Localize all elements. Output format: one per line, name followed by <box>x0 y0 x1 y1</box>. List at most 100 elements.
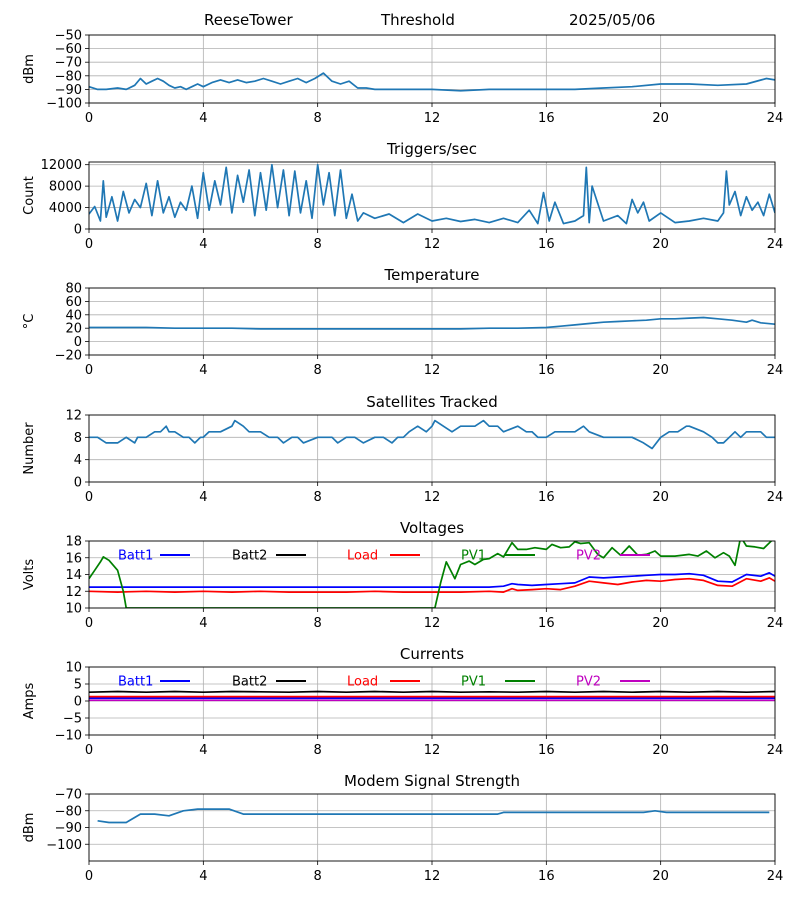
p2-series-line <box>89 163 775 225</box>
p4-x-tick-label: 20 <box>652 490 669 505</box>
p5-legend-label-load: Load <box>347 549 378 564</box>
p7-axes-frame <box>88 793 776 862</box>
p6-y-label: Amps <box>22 682 37 719</box>
p3-x-tick-label: 0 <box>85 363 93 378</box>
p2-x-tick-label: 20 <box>652 237 669 252</box>
p6-series-batt2 <box>89 690 775 694</box>
p6-y-tick-label: −5 <box>63 712 82 727</box>
p7-y-tick-label: −90 <box>55 821 82 836</box>
p1-x-tick-label: 24 <box>767 111 784 126</box>
p1-series-line <box>89 72 775 92</box>
p2-x-tick-label: 12 <box>424 237 441 252</box>
p6-y-tick-label: 10 <box>65 661 82 676</box>
p4-x-tick-label: 12 <box>424 490 441 505</box>
p5-x-tick-label: 16 <box>538 616 555 631</box>
p6-x-tick-label: 24 <box>767 743 784 758</box>
p1-axes-frame <box>88 34 776 104</box>
p7-y-label: dBm <box>22 813 37 843</box>
p3-series-line <box>89 316 775 330</box>
p5-legend-label-batt2: Batt2 <box>232 549 267 564</box>
p6-x-tick-label: 12 <box>424 743 441 758</box>
p7-y-tick-label: −100 <box>46 838 82 853</box>
p7-x-tick-label: 4 <box>199 869 207 884</box>
p2-x-tick-label: 24 <box>767 237 784 252</box>
p1-x-tick-label: 4 <box>199 111 207 126</box>
p6-x-tick-label: 0 <box>85 743 93 758</box>
p3-title: Temperature <box>383 266 479 284</box>
p3-y-tick-label: 60 <box>65 295 82 310</box>
p7-x-tick-label: 16 <box>538 869 555 884</box>
p1-y-tick-label: −70 <box>55 56 82 71</box>
p4-y-tick-label: 0 <box>74 476 82 491</box>
p5-x-tick-label: 20 <box>652 616 669 631</box>
p3-y-tick-label: 0 <box>74 335 82 350</box>
p6-x-tick-label: 4 <box>199 743 207 758</box>
p4-y-tick-label: 4 <box>74 453 82 468</box>
p5-y-tick-label: 14 <box>65 568 82 583</box>
p2-x-tick-label: 0 <box>85 237 93 252</box>
p6-legend-label-load: Load <box>347 675 378 690</box>
p5-legend-label-pv1: PV1 <box>461 549 486 564</box>
p3-y-label: °C <box>22 314 37 330</box>
p4-y-label: Number <box>22 422 37 475</box>
p3-axes-frame <box>88 287 776 356</box>
p7-x-tick-label: 20 <box>652 869 669 884</box>
p3-x-tick-label: 16 <box>538 363 555 378</box>
p7-x-tick-label: 8 <box>314 869 322 884</box>
p4-y-tick-label: 12 <box>65 409 82 424</box>
p3-x-tick-label: 8 <box>314 363 322 378</box>
p5-x-tick-label: 4 <box>199 616 207 631</box>
p5-title: Voltages <box>400 519 464 537</box>
p4-x-tick-label: 0 <box>85 490 93 505</box>
p2-y-label: Count <box>22 176 37 215</box>
p2-x-tick-label: 4 <box>199 237 207 252</box>
p6-axes-frame <box>88 666 776 736</box>
p2-y-tick-label: 4000 <box>49 201 82 216</box>
p2-y-tick-label: 8000 <box>49 180 82 195</box>
p5-series-batt1 <box>89 571 775 588</box>
p1-y-tick-label: −60 <box>55 42 82 57</box>
p7-y-tick-label: −70 <box>55 788 82 803</box>
p3-x-tick-label: 4 <box>199 363 207 378</box>
p3-y-tick-label: 20 <box>65 322 82 337</box>
p4-x-tick-label: 4 <box>199 490 207 505</box>
p6-y-tick-label: 0 <box>74 695 82 710</box>
p3-y-tick-label: 40 <box>65 308 82 323</box>
p5-x-tick-label: 8 <box>314 616 322 631</box>
p7-x-tick-label: 0 <box>85 869 93 884</box>
p6-x-tick-label: 16 <box>538 743 555 758</box>
p6-y-tick-label: 5 <box>74 678 82 693</box>
p6-legend-label-batt1: Batt1 <box>118 675 153 690</box>
p1-x-tick-label: 12 <box>424 111 441 126</box>
p6-legend-label-pv2: PV2 <box>576 675 601 690</box>
p4-y-tick-label: 8 <box>74 431 82 446</box>
p5-legend-label-batt1: Batt1 <box>118 549 153 564</box>
mode-label: Threshold <box>381 11 455 29</box>
p3-y-tick-label: 80 <box>65 282 82 297</box>
p3-x-tick-label: 12 <box>424 363 441 378</box>
p5-x-tick-label: 0 <box>85 616 93 631</box>
p5-y-label: Volts <box>22 559 37 591</box>
p5-y-tick-label: 18 <box>65 535 82 550</box>
p5-y-tick-label: 16 <box>65 551 82 566</box>
p2-x-tick-label: 16 <box>538 237 555 252</box>
p4-series-line <box>89 419 775 450</box>
station-name: ReeseTower <box>204 11 293 29</box>
p5-legend-label-pv2: PV2 <box>576 549 601 564</box>
p3-y-tick-label: −20 <box>55 349 82 364</box>
p1-x-tick-label: 8 <box>314 111 322 126</box>
p1-x-tick-label: 0 <box>85 111 93 126</box>
p1-y-tick-label: −50 <box>55 29 82 44</box>
p1-y-label: dBm <box>22 54 37 84</box>
p2-y-tick-label: 12000 <box>41 158 82 173</box>
p2-x-tick-label: 8 <box>314 237 322 252</box>
p3-x-tick-label: 24 <box>767 363 784 378</box>
p4-x-tick-label: 24 <box>767 490 784 505</box>
p2-axes-frame <box>88 161 776 230</box>
p6-x-tick-label: 20 <box>652 743 669 758</box>
p7-y-tick-label: −80 <box>55 804 82 819</box>
p3-x-tick-label: 20 <box>652 363 669 378</box>
p4-axes-frame <box>88 414 776 483</box>
p5-axes-frame <box>88 540 776 609</box>
